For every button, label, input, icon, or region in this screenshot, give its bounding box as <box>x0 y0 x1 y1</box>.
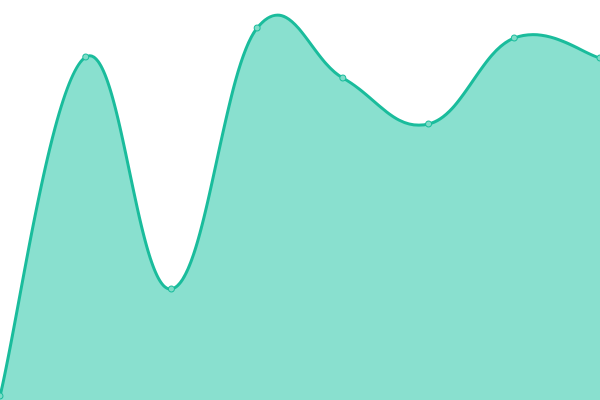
data-point-3 <box>167 285 175 293</box>
data-point-1 <box>0 392 4 400</box>
data-point-5 <box>339 74 347 82</box>
data-point-8 <box>596 54 600 62</box>
data-points <box>0 24 600 400</box>
data-point-7 <box>510 34 518 42</box>
data-point-2 <box>82 53 90 61</box>
data-point-6 <box>425 120 433 128</box>
series-line <box>0 13 600 397</box>
area-fill <box>0 15 600 400</box>
data-point-4 <box>253 24 261 32</box>
